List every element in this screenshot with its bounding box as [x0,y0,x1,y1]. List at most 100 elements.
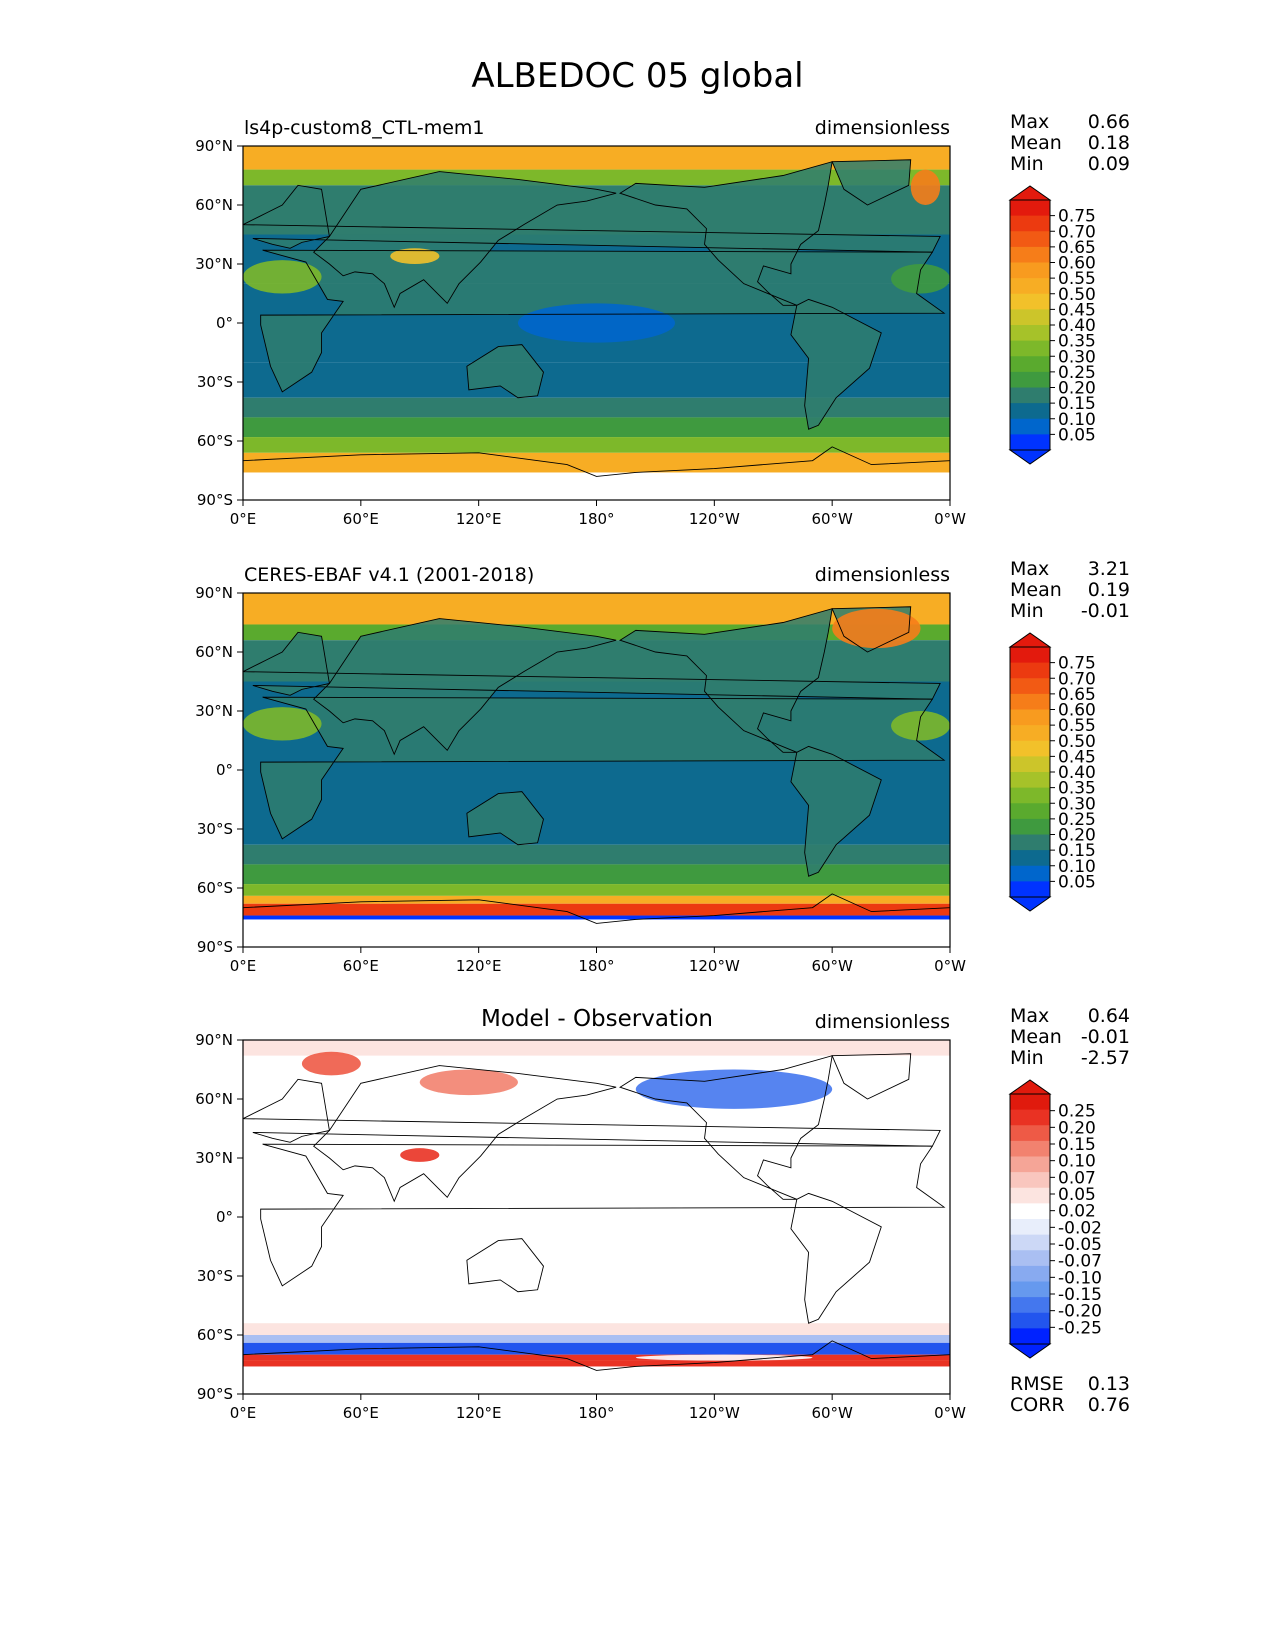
colorbar-segment [1010,246,1050,263]
map-band [243,452,950,473]
colorbar-segment [1010,1140,1050,1157]
colorbar-tick-label: 0.15 [1058,1135,1096,1155]
coastline [790,1192,882,1324]
lon-tick-label: 0°W [934,510,966,528]
lat-tick-label: 30°N [195,1149,233,1167]
colorbar-segment [1010,662,1050,679]
map-highlight [910,169,941,205]
colorbar-tick-label: 0.25 [1058,363,1096,383]
map-band [243,884,950,896]
panel-3-stat-max-value: 0.64 [1087,1005,1130,1027]
map-highlight [400,1148,440,1162]
panel-3-stat-mean-value: -0.01 [1080,1026,1130,1048]
map-field [243,146,950,500]
colorbar-segment [1010,371,1050,388]
map-highlight [243,260,322,294]
lat-tick-label: 60°S [197,1326,233,1344]
map-band [243,844,950,865]
coastline [790,298,882,430]
lon-tick-label: 0°W [934,957,966,975]
colorbar-tick-label: 0.10 [1058,410,1096,430]
lat-tick-label: 0° [216,761,233,779]
map-panel-1: 90°N 60°N 30°N 0° 30°S 60°S 90°S0°E 60°E 120°E 18… [195,137,1096,528]
colorbar-tick-label: -0.10 [1058,1268,1102,1288]
coastline [313,171,617,309]
lon-tick-label: 180° [578,957,614,975]
coastline [619,608,833,753]
figure-title: ALBEDOC 05 global [471,56,804,96]
colorbar-extend-bottom [1008,896,1052,912]
coastline [243,1340,950,1371]
lat-tick-label: 90°S [197,491,233,509]
colorbar-tick-label: 0.75 [1058,654,1096,674]
coastline [619,161,833,306]
lat-tick-label: 60°S [197,879,233,897]
lat-tick-label: 60°N [195,1090,233,1108]
colorbar-tick-label: 0.20 [1058,826,1096,846]
colorbar-tick-label: -0.20 [1058,1302,1102,1322]
map-land-field [466,344,544,398]
lon-tick-label: 120°W [689,1404,740,1422]
lon-tick-label: 60°E [343,510,379,528]
coastline [831,606,912,653]
panel-2-stat-max-value: 3.21 [1087,558,1130,580]
colorbar-tick-label: 0.55 [1058,716,1096,736]
lat-tick-label: 30°S [197,373,233,391]
colorbar-tick-label: 0.05 [1058,1185,1096,1205]
coastline [243,631,941,700]
coastline [831,159,912,206]
map-highlight [419,1069,518,1096]
colorbar-segment [1010,850,1050,867]
colorbar-segment [1010,1250,1050,1267]
panel-3-stat-mean-label: Mean [1010,1026,1062,1048]
colorbar-segment [1010,262,1050,279]
panel-3-stat-min-label: Min [1010,1047,1044,1069]
map-highlight [635,1069,833,1109]
colorbar-segment [1010,647,1050,664]
panel-2-stat-mean-value: 0.19 [1087,579,1130,601]
panel-2-stat-max-label: Max [1010,558,1050,580]
map-panel-2: 90°N 60°N 30°N 0° 30°S 60°S 90°S0°E 60°E 120°E 18… [195,584,1096,975]
coastline [243,1078,941,1147]
map-highlight [517,303,676,343]
lon-tick-label: 120°W [689,510,740,528]
colorbar-3: 0.250.200.150.100.070.050.02-0.02-0.05-0… [1008,1079,1102,1359]
colorbar-tick-label: 0.50 [1058,285,1096,305]
panel-3-corr-label: CORR [1010,1394,1065,1416]
colorbar-tick-label: 0.45 [1058,300,1096,320]
map-band [243,1323,950,1335]
colorbar-tick-label: 0.55 [1058,269,1096,289]
panel-3-rmse-label: RMSE [1010,1373,1064,1395]
map-land-field [790,746,882,877]
coastline [466,344,544,399]
lat-tick-label: 90°S [197,938,233,956]
colorbar-segment [1010,1281,1050,1298]
lon-tick-label: 180° [578,510,614,528]
colorbar-tick-label: 0.02 [1058,1202,1096,1222]
lon-tick-label: 60°W [811,1404,853,1422]
colorbar-segment [1010,1234,1050,1251]
colorbar-tick-label: 0.15 [1058,394,1096,414]
lat-tick-label: 60°S [197,432,233,450]
lat-tick-label: 0° [216,1208,233,1226]
map-band [243,895,950,904]
colorbar-extend-top [1008,1079,1052,1095]
colorbar-tick-label: 0.40 [1058,763,1096,783]
lon-tick-label: 120°W [689,957,740,975]
coastline [466,791,544,846]
colorbar-segment [1010,215,1050,232]
map-land-field [313,171,617,308]
coastline [831,1053,912,1100]
panel-1-stat-mean-value: 0.18 [1087,132,1130,154]
coastline [260,1143,946,1287]
colorbar-segment [1010,725,1050,742]
lon-tick-label: 120°E [456,957,502,975]
map-field [243,593,950,947]
map-panel-3: 90°N 60°N 30°N 0° 30°S 60°S 90°S0°E 60°E 120°E 18… [195,1031,1102,1422]
lat-tick-label: 30°N [195,702,233,720]
colorbar-tick-label: -0.25 [1058,1318,1102,1338]
colorbar-tick-label: -0.15 [1058,1285,1102,1305]
colorbar-tick-label: 0.05 [1058,425,1096,445]
lat-tick-label: 90°N [195,584,233,602]
colorbar-tick-label: 0.40 [1058,316,1096,336]
